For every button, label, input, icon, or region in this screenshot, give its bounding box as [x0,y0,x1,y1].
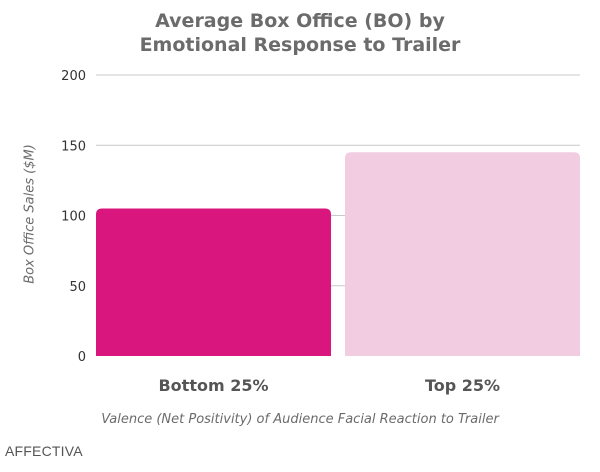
y-tick-label: 50 [69,280,86,295]
bar [345,152,580,356]
y-tick-label: 200 [61,69,86,84]
x-axis-label: Valence (Net Positivity) of Audience Fac… [101,412,499,427]
y-tick-label: 150 [61,139,86,154]
y-tick-label: 100 [61,210,86,225]
x-category-label: Bottom 25% [158,376,268,395]
bar [96,208,331,356]
chart-title-line-1: Average Box Office (BO) by [155,10,445,32]
chart-title-line-2: Emotional Response to Trailer [139,34,461,56]
y-axis-label: Box Office Sales ($M) [22,144,38,284]
y-tick-label: 0 [78,350,86,365]
brand-label: AFFECTIVA [5,443,83,459]
x-category-label: Top 25% [425,376,500,395]
